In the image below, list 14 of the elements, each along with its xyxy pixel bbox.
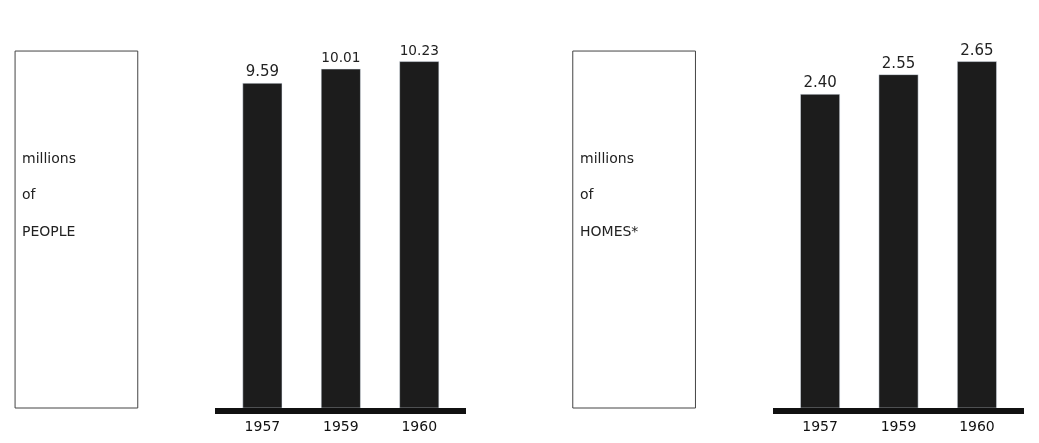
data-label: 2.40 [803, 73, 837, 92]
text: millions of PEOPLE [22, 150, 76, 239]
x-tick-label: 1960 [959, 417, 995, 434]
x-tick-label: 1960 [401, 417, 438, 434]
text: millions of HOMES* [580, 150, 639, 239]
x-tick-label: 1957 [244, 417, 281, 434]
data-label: 2.65 [960, 40, 994, 59]
data-label: 10.23 [399, 41, 439, 58]
x-tick-label: 1959 [880, 417, 917, 434]
x-tick-label: 1957 [802, 417, 838, 434]
data-label: 2.55 [881, 53, 916, 72]
data-label: 9.59 [245, 62, 280, 81]
x-tick-label: 1959 [322, 417, 359, 434]
data-label: 10.01 [321, 49, 361, 66]
